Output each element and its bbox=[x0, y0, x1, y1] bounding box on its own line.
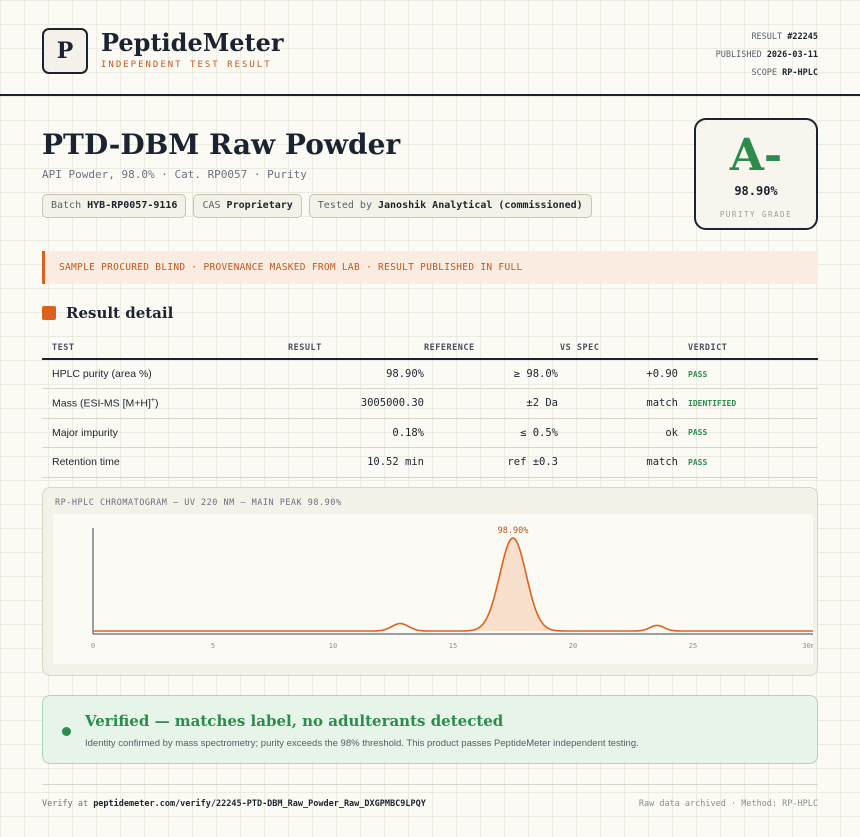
x-tick-label: 20 bbox=[569, 642, 577, 650]
chromatogram-line bbox=[93, 537, 813, 632]
verified-box: Verified — matches label, no adulterants… bbox=[42, 695, 818, 764]
section-title-text: Result detail bbox=[66, 304, 174, 322]
provenance-banner: SAMPLE PROCURED BLIND · PROVENANCE MASKE… bbox=[42, 251, 818, 284]
cell-test: Retention time bbox=[42, 447, 202, 478]
section-marker-icon bbox=[42, 306, 56, 320]
grade-value: 98.90% bbox=[734, 184, 778, 198]
cell-result: 0.18% bbox=[202, 418, 424, 448]
verify-link[interactable]: peptidemeter.com/verify/22245-PTD-DBM_Ra… bbox=[93, 799, 426, 809]
cell-reference: ≥ 98.0% bbox=[424, 359, 558, 389]
grade-label: PURITY GRADE bbox=[719, 210, 793, 219]
brand-tagline: INDEPENDENT TEST RESULT bbox=[101, 60, 272, 70]
cell-verdict: PASS bbox=[678, 418, 818, 448]
x-tick-label: 10 bbox=[329, 642, 337, 650]
meta-result: RESULT #22245 bbox=[751, 32, 818, 42]
section-title: Result detail bbox=[42, 304, 173, 322]
table-row: HPLC purity (area %) 98.90% ≥ 98.0% +0.9… bbox=[42, 359, 818, 389]
verified-text: Identity confirmed by mass spectrometry;… bbox=[85, 738, 639, 749]
x-tick-label: 25 bbox=[689, 642, 697, 650]
col-test: TEST bbox=[42, 337, 202, 360]
product-title: PTD-DBM Raw Powder bbox=[42, 128, 401, 161]
col-reference: REFERENCE bbox=[424, 337, 558, 360]
chart-background bbox=[53, 514, 813, 664]
grade-letter: A- bbox=[729, 130, 783, 181]
chip-cas: CAS Proprietary bbox=[193, 194, 302, 218]
cell-vs-spec: match bbox=[558, 447, 678, 478]
product-chips: Batch HYB-RP0057-9116 CAS Proprietary Te… bbox=[42, 194, 592, 218]
x-tick-label: 0 bbox=[91, 642, 95, 650]
page-header: P PeptideMeter INDEPENDENT TEST RESULT R… bbox=[0, 0, 860, 96]
footer-method: Raw data archived · Method: RP-HPLC bbox=[638, 799, 818, 809]
x-tick-label: 5 bbox=[211, 642, 215, 650]
cell-reference: ref ±0.3 bbox=[424, 447, 558, 478]
product-subtitle: API Powder, 98.0% · Cat. RP0057 · Purity bbox=[42, 168, 307, 181]
cell-verdict: PASS bbox=[678, 447, 818, 478]
col-result: RESULT bbox=[202, 337, 424, 360]
col-verdict: VERDICT bbox=[678, 337, 818, 360]
verified-dot-icon bbox=[62, 727, 71, 736]
chromatogram-panel: RP-HPLC CHROMATOGRAM — UV 220 NM — MAIN … bbox=[42, 487, 818, 676]
meta-published: PUBLISHED 2026-03-11 bbox=[715, 50, 818, 60]
verified-title: Verified — matches label, no adulterants… bbox=[85, 712, 504, 730]
cell-vs-spec: match bbox=[558, 388, 678, 419]
col-vs-spec: VS SPEC bbox=[558, 337, 678, 360]
cell-test: Major impurity bbox=[42, 418, 202, 448]
x-tick-label: 15 bbox=[449, 642, 457, 650]
table-row: Major impurity 0.18% ≤ 0.5% ok PASS bbox=[42, 418, 818, 448]
verify-link-line: Verify at peptidemeter.com/verify/22245-… bbox=[42, 799, 426, 809]
chip-tested-by: Tested by Janoshik Analytical (commissio… bbox=[308, 194, 592, 218]
chromatogram-chart: 98.90% 0 5 10 15 20 25 30min bbox=[53, 514, 813, 664]
purity-grade-card: A- 98.90% PURITY GRADE bbox=[694, 118, 818, 230]
main-peak-fill bbox=[470, 538, 556, 631]
chip-batch: Batch HYB-RP0057-9116 bbox=[42, 194, 187, 218]
table-row: Mass (ESI-MS [M+H]+) 3005000.30 ±2 Da ma… bbox=[42, 388, 818, 419]
cell-result: 10.52 min bbox=[202, 447, 424, 478]
cell-reference: ±2 Da bbox=[424, 388, 558, 419]
cell-reference: ≤ 0.5% bbox=[424, 418, 558, 448]
x-tick-label: 30min bbox=[802, 642, 813, 650]
cell-verdict: IDENTIFIED bbox=[678, 388, 818, 419]
result-meta: RESULT #22245 PUBLISHED 2026-03-11 SCOPE… bbox=[716, 28, 818, 82]
brand-logo: P bbox=[42, 28, 88, 74]
cell-vs-spec: +0.90 bbox=[558, 359, 678, 389]
table-row: Retention time 10.52 min ref ±0.3 match … bbox=[42, 447, 818, 478]
chart-caption: RP-HPLC CHROMATOGRAM — UV 220 NM — MAIN … bbox=[55, 498, 342, 508]
main-peak-label: 98.90% bbox=[498, 526, 529, 536]
footer: Verify at peptidemeter.com/verify/22245-… bbox=[42, 784, 818, 809]
cell-test: Mass (ESI-MS [M+H]+) bbox=[42, 388, 202, 419]
cell-verdict: PASS bbox=[678, 359, 818, 389]
cell-vs-spec: ok bbox=[558, 418, 678, 448]
table-header-row: TEST RESULT REFERENCE VS SPEC VERDICT bbox=[42, 337, 818, 360]
cell-result: 3005000.30 bbox=[202, 388, 424, 419]
results-table: TEST RESULT REFERENCE VS SPEC VERDICT HP… bbox=[42, 337, 818, 478]
cell-test: HPLC purity (area %) bbox=[42, 359, 202, 389]
meta-scope: SCOPE RP-HPLC bbox=[751, 68, 818, 78]
cell-result: 98.90% bbox=[202, 359, 424, 389]
brand-name: PeptideMeter bbox=[101, 28, 284, 57]
